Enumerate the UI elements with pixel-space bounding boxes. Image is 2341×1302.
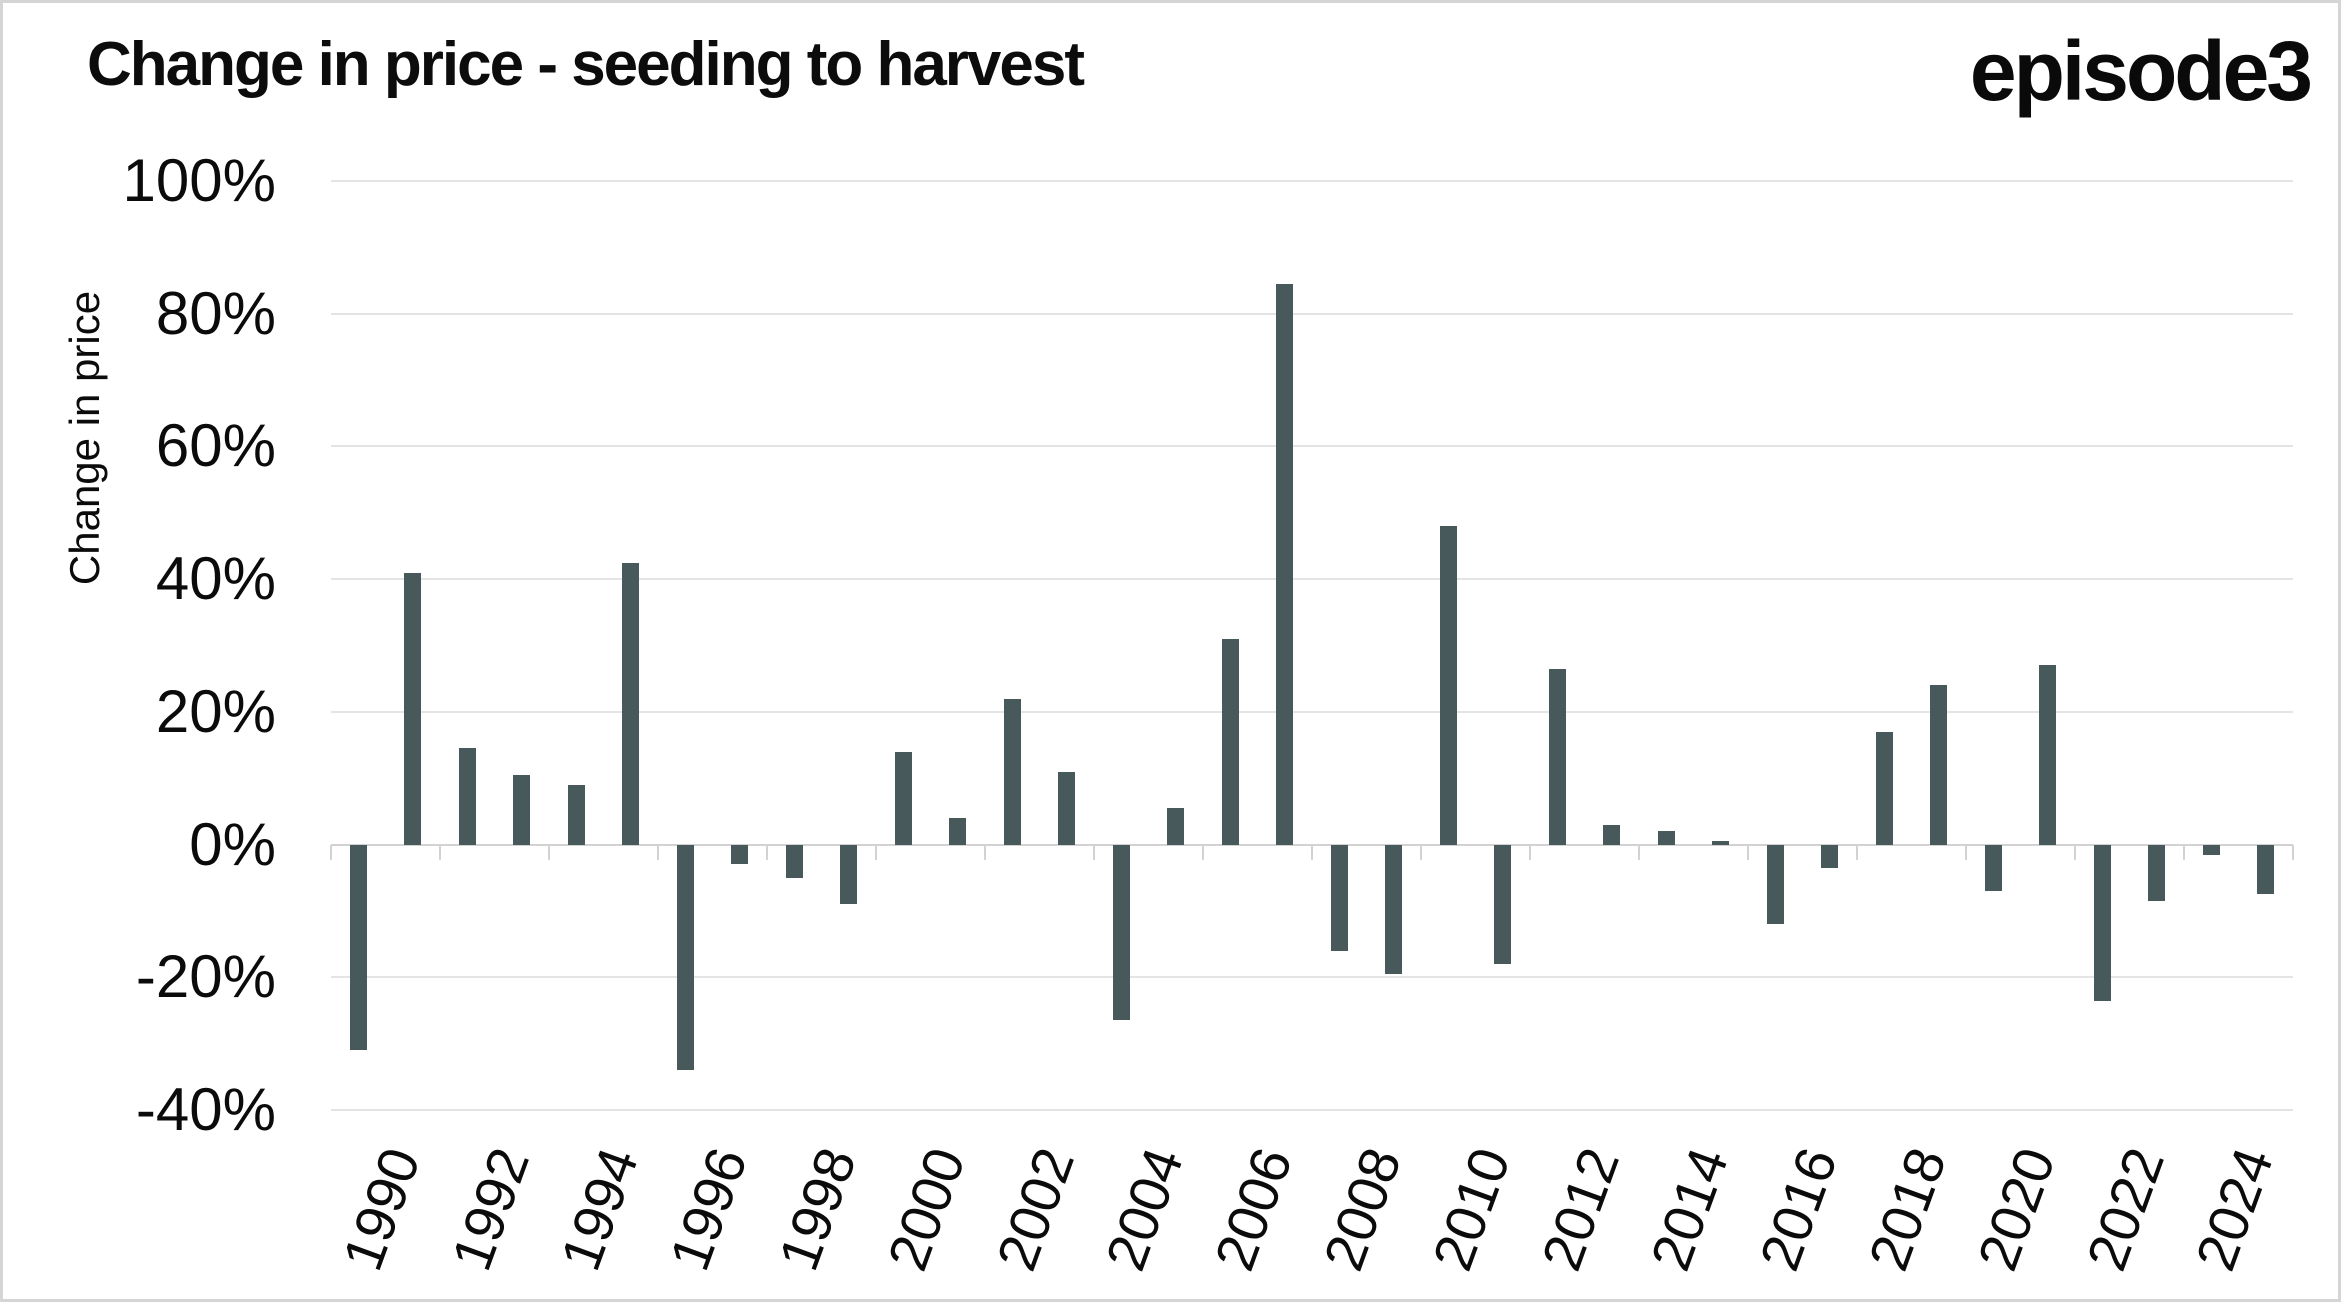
- x-tick-label: 2000: [874, 1139, 977, 1279]
- x-axis-tick-mark: [1965, 844, 1967, 860]
- bar-2007: [1276, 283, 1294, 845]
- bar-2002: [1003, 698, 1021, 845]
- x-axis-tick-mark: [1638, 844, 1640, 860]
- x-tick-label: 2014: [1637, 1139, 1740, 1279]
- x-axis-tick-mark: [330, 844, 332, 860]
- x-tick-label: 2024: [2182, 1139, 2285, 1279]
- x-axis-tick-mark: [2292, 844, 2294, 860]
- y-tick-label: 80%: [155, 279, 276, 347]
- x-tick-label: 2020: [1964, 1139, 2067, 1279]
- bar-1990: [349, 844, 367, 1051]
- x-axis-tick-mark: [2183, 844, 2185, 860]
- x-axis-tick-mark: [2074, 844, 2076, 860]
- x-tick-label: 2016: [1746, 1139, 1849, 1279]
- bar-1995: [622, 562, 640, 845]
- x-axis-tick-mark: [1093, 844, 1095, 860]
- bar-2015: [1712, 841, 1730, 845]
- gridline: [331, 1109, 2293, 1111]
- x-tick-label: 1994: [547, 1139, 650, 1279]
- x-tick-label: 2012: [1528, 1139, 1631, 1279]
- bar-2024: [2202, 844, 2220, 855]
- bar-2009: [1385, 844, 1403, 974]
- x-tick-label: 2008: [1310, 1139, 1413, 1279]
- bar-2012: [1548, 668, 1566, 845]
- bar-1996: [676, 844, 694, 1071]
- y-tick-label: 100%: [122, 147, 276, 214]
- x-axis-tick-mark: [1529, 844, 1531, 860]
- gridline: [331, 710, 2293, 713]
- bar-2010: [1439, 526, 1457, 845]
- episode3-logo: episode3: [1969, 24, 2313, 118]
- bar-2000: [894, 751, 912, 845]
- x-tick-label: 1992: [438, 1139, 541, 1279]
- bar-2001: [949, 818, 967, 845]
- bar-1993: [513, 774, 531, 845]
- x-tick-label: 1990: [329, 1139, 432, 1279]
- bar-2025: [2257, 844, 2275, 895]
- y-tick-label: 40%: [155, 545, 276, 613]
- bar-2003: [1058, 771, 1076, 845]
- x-axis-tick-mark: [1420, 844, 1422, 860]
- y-tick-label: -20%: [135, 943, 276, 1011]
- bar-2022: [2093, 844, 2111, 1001]
- y-tick-label: 20%: [155, 677, 276, 745]
- bar-2016: [1766, 844, 1784, 925]
- x-axis-tick-mark: [439, 844, 441, 860]
- bar-1998: [785, 844, 803, 878]
- bar-2013: [1603, 824, 1621, 845]
- x-tick-label: 2004: [1092, 1139, 1195, 1279]
- x-axis-tick-mark: [875, 844, 877, 860]
- bar-2005: [1167, 808, 1185, 845]
- bar-2020: [1984, 844, 2002, 891]
- x-tick-label: 1998: [765, 1139, 868, 1279]
- bar-2021: [2039, 665, 2057, 845]
- gridline: [331, 312, 2293, 315]
- bar-1994: [567, 784, 585, 845]
- x-axis-tick-mark: [1747, 844, 1749, 860]
- y-tick-label: 60%: [155, 412, 276, 480]
- y-tick-label: 0%: [189, 810, 276, 878]
- bar-1991: [404, 572, 422, 845]
- x-axis-tick-mark: [984, 844, 986, 860]
- plot-area: 1990 1992 1994 1996 1998 2000 2002 2004 2006 2008…: [330, 180, 2294, 1278]
- x-tick-label: 2002: [983, 1139, 1086, 1279]
- x-axis-tick-mark: [548, 844, 550, 860]
- x-axis-tick-mark: [1856, 844, 1858, 860]
- bar-2014: [1657, 831, 1675, 845]
- bar-2011: [1494, 844, 1512, 964]
- gridline: [331, 445, 2293, 448]
- x-tick-label: 2022: [2073, 1139, 2176, 1279]
- bar-1992: [458, 748, 476, 845]
- bar-2019: [1930, 685, 1948, 845]
- x-tick-label: 2006: [1201, 1139, 1304, 1279]
- bar-2023: [2148, 844, 2166, 901]
- bar-2004: [1112, 844, 1130, 1021]
- bar-2006: [1221, 638, 1239, 845]
- gridline: [331, 578, 2293, 581]
- bar-2008: [1330, 844, 1348, 951]
- gridline: [331, 976, 2293, 979]
- bar-2017: [1821, 844, 1839, 868]
- x-tick-label: 2018: [1855, 1139, 1958, 1279]
- bar-2018: [1875, 731, 1893, 845]
- bar-1999: [840, 844, 858, 905]
- x-tick-label: 1996: [656, 1139, 759, 1279]
- chart-title: Change in price - seeding to harvest: [87, 30, 1085, 99]
- x-axis-tick-mark: [1202, 844, 1204, 860]
- gridline: [331, 180, 2293, 182]
- x-axis-tick-mark: [766, 844, 768, 860]
- y-tick-label: -40%: [135, 1076, 276, 1143]
- x-axis-tick-mark: [657, 844, 659, 860]
- x-tick-label: 2010: [1419, 1139, 1522, 1279]
- x-axis-tick-mark: [1311, 844, 1313, 860]
- bar-1997: [731, 844, 749, 865]
